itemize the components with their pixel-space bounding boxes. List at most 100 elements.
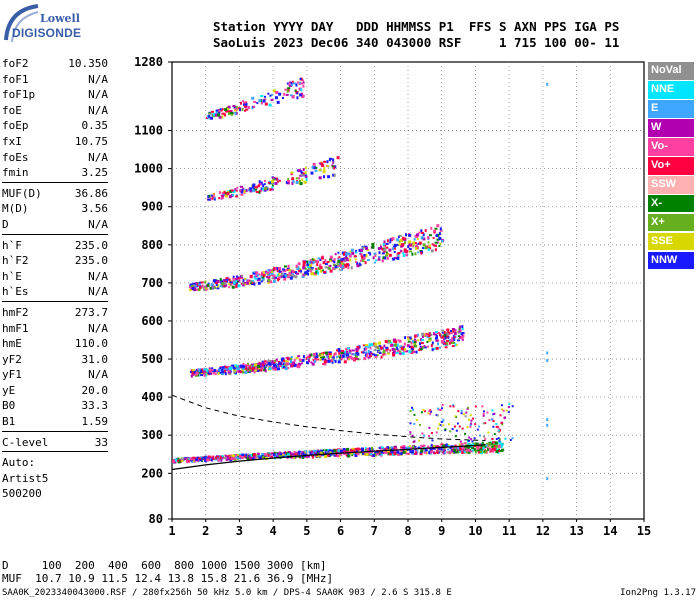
echo-mark bbox=[344, 259, 347, 262]
echo-mark bbox=[395, 351, 399, 354]
echo-mark bbox=[469, 425, 472, 428]
echo-mark bbox=[281, 272, 283, 276]
echo-mark bbox=[273, 451, 276, 455]
echo-mark bbox=[317, 451, 320, 455]
echo-mark bbox=[366, 249, 370, 251]
echo-mark bbox=[388, 248, 392, 252]
echo-mark bbox=[213, 196, 216, 199]
echo-mark bbox=[189, 371, 192, 374]
echo-mark bbox=[461, 325, 464, 329]
echo-mark bbox=[237, 280, 240, 283]
echo-mark bbox=[356, 447, 360, 451]
echo-mark bbox=[298, 82, 301, 85]
echo-mark bbox=[238, 279, 241, 282]
echo-mark bbox=[331, 164, 334, 167]
echo-mark bbox=[235, 456, 239, 459]
echo-mark bbox=[238, 454, 241, 458]
file-info: SAA0K_2023340043000.RSF / 280fx256h 50 k… bbox=[2, 588, 452, 598]
muf-table: D 100 200 400 600 800 1000 1500 3000 [km… bbox=[2, 559, 333, 585]
echo-mark bbox=[511, 405, 514, 408]
echo-mark bbox=[375, 346, 379, 349]
echo-mark bbox=[289, 357, 292, 360]
echo-mark bbox=[452, 338, 456, 342]
echo-mark bbox=[343, 263, 346, 267]
param-value: N/A bbox=[88, 88, 108, 102]
echo-mark bbox=[296, 268, 300, 270]
echo-mark bbox=[356, 357, 359, 360]
echo-mark bbox=[264, 179, 266, 182]
echo-mark bbox=[271, 277, 274, 280]
param-name: foEp bbox=[2, 119, 29, 133]
echo-mark bbox=[235, 111, 238, 115]
echo-mark bbox=[336, 156, 340, 160]
echo-mark bbox=[262, 363, 265, 367]
echo-mark bbox=[378, 255, 381, 258]
echo-mark bbox=[264, 102, 268, 106]
echo-mark bbox=[333, 449, 337, 453]
echo-mark bbox=[402, 446, 406, 450]
echo-mark bbox=[482, 446, 485, 450]
echo-mark bbox=[390, 341, 393, 345]
param-value: 0.35 bbox=[81, 119, 109, 133]
echo-mark bbox=[396, 256, 400, 260]
echo-mark bbox=[343, 450, 347, 453]
echo-mark bbox=[365, 254, 368, 258]
echo-mark bbox=[331, 356, 335, 359]
echo-mark bbox=[491, 409, 494, 412]
echo-mark bbox=[366, 354, 368, 358]
param-divider bbox=[2, 300, 108, 303]
echo-mark bbox=[220, 458, 223, 462]
param-row: B0 33.3 bbox=[2, 398, 108, 414]
echo-mark bbox=[302, 81, 305, 84]
echo-mark bbox=[198, 368, 202, 371]
echo-mark bbox=[346, 353, 349, 357]
y-tick-label: 800 bbox=[141, 238, 163, 252]
echo-mark bbox=[450, 330, 454, 333]
echo-mark bbox=[290, 84, 293, 87]
echo-mark bbox=[253, 454, 256, 457]
echo-mark bbox=[319, 352, 321, 356]
echo-mark bbox=[290, 274, 294, 277]
echo-mark bbox=[412, 440, 415, 443]
echo-mark bbox=[237, 284, 241, 288]
echo-mark bbox=[254, 363, 257, 367]
echo-mark bbox=[295, 83, 298, 87]
echo-mark bbox=[439, 242, 442, 245]
echo-mark bbox=[546, 359, 549, 363]
echo-mark bbox=[427, 236, 430, 240]
echo-mark bbox=[232, 189, 236, 193]
echo-mark bbox=[186, 457, 189, 460]
echo-mark bbox=[393, 446, 397, 450]
echo-mark bbox=[232, 275, 235, 279]
echo-mark bbox=[421, 335, 424, 339]
echo-mark bbox=[193, 288, 197, 292]
echo-mark bbox=[359, 263, 362, 266]
echo-mark bbox=[438, 446, 441, 450]
param-name: D bbox=[2, 217, 9, 231]
echo-mark bbox=[280, 270, 283, 273]
echo-mark bbox=[413, 422, 416, 425]
echo-mark bbox=[416, 238, 419, 240]
echo-mark bbox=[328, 158, 331, 162]
echo-mark bbox=[270, 94, 273, 97]
echo-mark bbox=[306, 260, 309, 264]
echo-mark bbox=[332, 355, 335, 358]
echo-mark bbox=[261, 277, 265, 281]
echo-mark bbox=[221, 108, 224, 111]
echo-mark bbox=[392, 353, 396, 357]
echo-mark bbox=[279, 452, 282, 456]
echo-mark bbox=[327, 453, 330, 457]
echo-mark bbox=[480, 451, 482, 453]
echo-mark bbox=[457, 338, 460, 341]
echo-mark bbox=[482, 444, 486, 448]
echo-mark bbox=[257, 274, 260, 277]
echo-mark bbox=[449, 332, 453, 335]
echo-mark bbox=[473, 437, 476, 440]
echo-mark bbox=[190, 285, 194, 287]
echo-mark bbox=[275, 453, 278, 456]
echo-mark bbox=[298, 362, 302, 366]
echo-mark bbox=[297, 452, 301, 456]
echo-mark bbox=[443, 342, 447, 345]
echo-mark bbox=[430, 344, 433, 348]
